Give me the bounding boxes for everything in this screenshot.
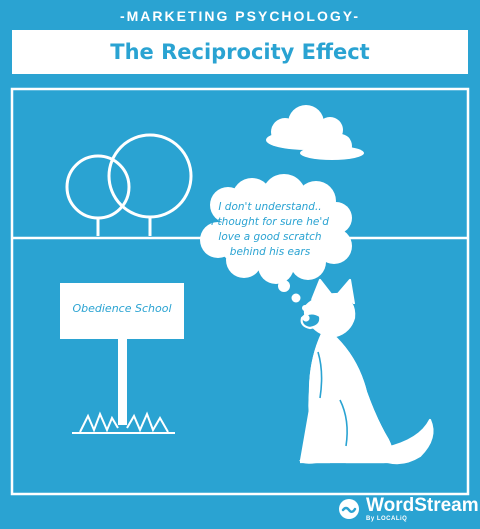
wordstream-logo-icon (339, 499, 359, 519)
thought-bubble-icon (200, 174, 352, 311)
thought-line: love a good scratch (218, 231, 322, 243)
thought-line: I don't understand.. (218, 201, 322, 213)
cloud-icon (266, 105, 364, 160)
brand-name: WordStream (366, 495, 479, 516)
page-title: The Reciprocity Effect (110, 40, 370, 64)
title-banner: The Reciprocity Effect (12, 30, 468, 74)
thought-text: I don't understand.. I thought for sure … (200, 200, 340, 260)
brand-text: WordStream By LOCALiQ (366, 496, 479, 522)
sign-label: Obedience School (72, 302, 172, 315)
dog-icon (299, 278, 434, 465)
thought-line: behind his ears (229, 246, 311, 258)
kicker-label: -MARKETING PSYCHOLOGY- (119, 8, 360, 24)
panel-frame (10, 87, 470, 496)
brand-byline: By LOCALiQ (366, 516, 408, 522)
tree-icon (65, 133, 193, 236)
brand-logo: WordStream By LOCALiQ (338, 494, 479, 524)
thought-line: I thought for sure he'd (211, 216, 329, 228)
sign-icon (60, 283, 184, 434)
